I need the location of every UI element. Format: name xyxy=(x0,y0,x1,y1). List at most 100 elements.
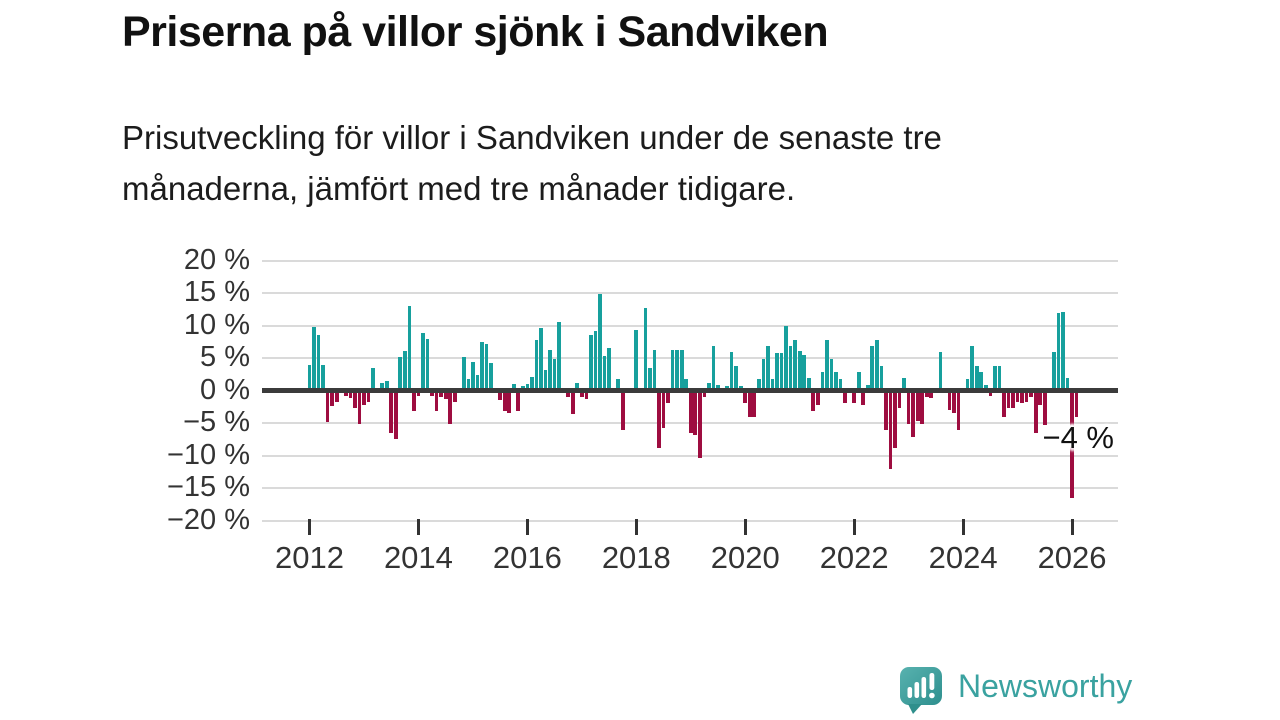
negative-bar xyxy=(620,390,625,431)
positive-bar xyxy=(616,379,620,391)
x-axis-year-label: 2026 xyxy=(1037,540,1107,575)
positive-bar xyxy=(1052,351,1056,391)
negative-bar xyxy=(884,390,888,431)
positive-bar xyxy=(480,342,484,391)
negative-bar xyxy=(1002,390,1006,418)
positive-bar xyxy=(548,349,552,391)
positive-bar xyxy=(461,356,466,391)
positive-bar xyxy=(607,348,611,391)
positive-bar xyxy=(734,366,738,391)
y-axis-tick-label: −5 % xyxy=(183,406,250,438)
negative-bar xyxy=(439,390,443,397)
positive-bar xyxy=(530,376,534,391)
positive-bar xyxy=(589,335,593,391)
positive-bar xyxy=(865,384,870,391)
positive-bar xyxy=(684,379,689,391)
gridline xyxy=(262,487,1118,489)
negative-bar xyxy=(498,390,502,401)
positive-bar xyxy=(997,365,1002,391)
y-axis-tick-label: 20 % xyxy=(183,243,250,276)
negative-bar xyxy=(353,390,357,409)
newsworthy-logo-text: Newsworthy xyxy=(958,667,1133,704)
positive-bar xyxy=(729,351,734,391)
positive-bar xyxy=(707,383,711,391)
positive-bar xyxy=(970,345,975,391)
negative-bar xyxy=(348,390,353,399)
negative-bar xyxy=(443,390,448,399)
negative-bar xyxy=(852,390,857,403)
positive-bar xyxy=(770,379,775,391)
positive-bar xyxy=(552,358,557,391)
positive-bar xyxy=(938,352,943,391)
x-axis-tick xyxy=(525,519,529,535)
negative-bar xyxy=(666,390,670,403)
negative-bar xyxy=(434,390,439,411)
zero-baseline xyxy=(262,388,1118,393)
negative-bar xyxy=(389,390,394,433)
positive-bar xyxy=(993,366,997,391)
x-axis-year-label: 2022 xyxy=(819,540,889,575)
negative-bar xyxy=(924,390,929,397)
x-axis-tick xyxy=(416,519,420,535)
positive-bar xyxy=(870,346,875,391)
y-axis-tick-label: 0 % xyxy=(200,373,250,406)
positive-bar xyxy=(421,332,425,391)
negative-bar xyxy=(888,390,893,470)
positive-bar xyxy=(829,359,834,391)
positive-bar xyxy=(1065,378,1070,391)
positive-bar xyxy=(312,327,316,391)
positive-bar xyxy=(979,371,984,391)
positive-bar xyxy=(593,330,598,391)
x-axis-tick xyxy=(961,519,965,535)
negative-bar xyxy=(357,390,362,425)
negative-bar xyxy=(743,390,748,403)
negative-bar xyxy=(698,390,702,459)
positive-bar xyxy=(825,339,829,391)
positive-bar xyxy=(484,343,489,391)
positive-bar xyxy=(788,346,793,391)
positive-bar xyxy=(834,372,838,391)
negative-bar xyxy=(1042,390,1047,425)
negative-bar xyxy=(579,390,584,397)
y-axis-tick-label: 15 % xyxy=(183,276,250,308)
negative-bar xyxy=(956,390,961,431)
positive-bar xyxy=(316,334,321,391)
x-axis-year-label: 2020 xyxy=(710,540,780,575)
negative-bar xyxy=(752,390,757,418)
negative-bar xyxy=(430,390,434,397)
positive-bar xyxy=(716,384,720,391)
positive-bar xyxy=(307,364,312,391)
negative-bar xyxy=(330,390,335,407)
negative-bar xyxy=(516,390,521,411)
negative-bar xyxy=(1011,390,1015,409)
chart-title: Priserna på villor sjönk i Sandviken xyxy=(122,8,829,56)
positive-bar xyxy=(466,379,471,391)
negative-bar xyxy=(584,390,589,399)
negative-bar xyxy=(929,390,934,399)
positive-bar xyxy=(489,362,493,391)
positive-bar xyxy=(766,346,770,391)
negative-bar xyxy=(1033,390,1038,433)
negative-bar xyxy=(1006,390,1011,409)
x-axis-tick xyxy=(852,519,856,535)
negative-bar xyxy=(1024,390,1029,402)
gridline xyxy=(262,519,1118,522)
negative-bar xyxy=(334,390,339,403)
positive-bar xyxy=(761,359,766,391)
negative-bar xyxy=(816,390,820,406)
negative-bar xyxy=(1070,390,1074,498)
positive-bar xyxy=(380,383,384,391)
x-axis-year-label: 2016 xyxy=(492,540,562,575)
y-axis-tick-label: 5 % xyxy=(200,341,250,373)
y-axis-tick-label: −10 % xyxy=(166,438,250,471)
y-axis-tick-label: 10 % xyxy=(183,308,250,341)
negative-bar xyxy=(988,390,993,397)
negative-bar xyxy=(566,390,571,397)
negative-bar xyxy=(412,390,416,412)
gridline xyxy=(262,292,1118,294)
positive-bar xyxy=(856,372,861,391)
positive-bar xyxy=(425,339,430,391)
negative-bar xyxy=(502,390,507,412)
negative-bar xyxy=(920,390,925,425)
